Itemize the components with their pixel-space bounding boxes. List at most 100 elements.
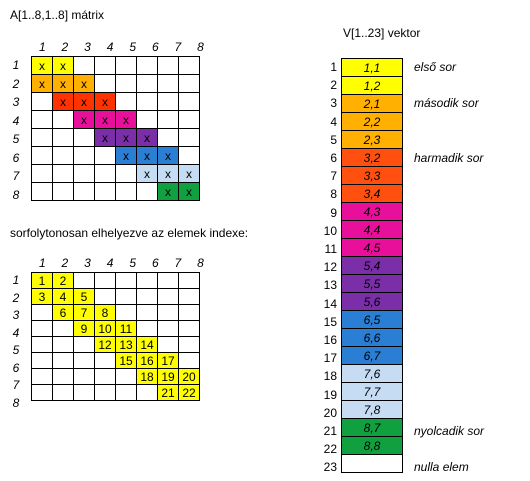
vector-cell: 1,2	[341, 76, 403, 95]
matrix-col-header: 6	[151, 40, 159, 54]
matrix-cell	[178, 128, 200, 147]
index-cell	[31, 320, 53, 337]
index-cell: 8	[94, 304, 116, 321]
matrix-row-header: 6	[12, 150, 20, 165]
matrix-cell: x	[157, 164, 179, 183]
matrix-row-header: 3	[12, 95, 20, 109]
index-col-header: 1	[38, 256, 46, 270]
vector-row: 4,3	[341, 202, 403, 221]
matrix-cell	[178, 56, 200, 75]
index-cell	[31, 368, 53, 385]
index-col-header: 2	[61, 256, 69, 270]
vector-row: 4,5	[341, 238, 403, 257]
matrix-cell	[136, 182, 158, 201]
vector-cell: 3,4	[341, 184, 403, 203]
matrix-cell	[73, 182, 95, 201]
matrix-cell: x	[94, 128, 116, 147]
index-grid: 1 2 3 4 5 6 7 8 9 10 11 12 13 14 15 16 17 18 19 20 21 22	[31, 272, 200, 401]
vector-index: 6	[330, 151, 337, 165]
matrix-cell: x	[73, 92, 95, 111]
matrix-cell	[115, 92, 137, 111]
index-cell	[157, 272, 179, 289]
index-cell: 6	[52, 304, 74, 321]
index-cell	[52, 320, 74, 337]
matrix-cell	[52, 110, 74, 129]
matrix-cell: x	[178, 182, 200, 201]
vector-index: 7	[330, 169, 337, 184]
matrix-cell	[94, 182, 116, 201]
vector-index: 13	[323, 278, 337, 293]
matrix-cell: x	[157, 182, 179, 201]
index-cell	[115, 272, 137, 289]
vector-cell: 7,6	[341, 364, 403, 383]
vector-cell: 4,4	[341, 220, 403, 239]
index-cell	[73, 336, 95, 353]
matrix-cell	[73, 56, 95, 75]
matrix-title: A[1..8,1..8] mátrix	[10, 8, 105, 22]
vector-index: 11	[324, 242, 337, 256]
index-cell: 20	[178, 368, 200, 385]
matrix-col-header: 8	[197, 40, 204, 54]
vector-cell: 7,7	[341, 382, 403, 401]
vector-v: 1,1 1,2 2,1 2,2 2,3 3,2 3,3 3,4 4,3 4,4 4,5 5,4 5,5 5…	[341, 58, 403, 473]
vector-row: 2,1	[341, 94, 403, 113]
index-col-header: 4	[106, 256, 114, 270]
vector-index: 14	[323, 296, 337, 311]
index-cell	[31, 304, 53, 321]
vector-cell	[341, 454, 403, 473]
vector-row: 7,8	[341, 400, 403, 419]
vector-cell: 2,2	[341, 112, 403, 131]
index-cell	[136, 320, 158, 337]
matrix-cell	[136, 110, 158, 129]
index-row: 15 16 17	[31, 352, 200, 369]
index-cell	[178, 288, 200, 305]
matrix-cell	[52, 146, 74, 165]
matrix-cell	[94, 164, 116, 183]
vector-row: 5,4	[341, 256, 403, 275]
index-cell	[178, 320, 200, 337]
vector-cell: 2,3	[341, 130, 403, 149]
index-cell	[52, 336, 74, 353]
index-cell	[157, 320, 179, 337]
index-cell	[73, 272, 95, 289]
matrix-cell: x	[115, 110, 137, 129]
index-cell	[31, 336, 53, 353]
index-cell	[115, 368, 137, 385]
vector-row: 7,7	[341, 382, 403, 401]
matrix-cell	[178, 110, 200, 129]
index-cell	[115, 288, 137, 305]
index-col-header: 5	[129, 256, 137, 270]
matrix-cell: x	[136, 128, 158, 147]
vector-note: nulla elem	[414, 460, 469, 475]
vector-index: 18	[323, 369, 337, 384]
matrix-cell	[73, 164, 95, 183]
vector-row: 2,2	[341, 112, 403, 131]
index-cell	[136, 272, 158, 289]
vector-row: 3,3	[341, 166, 403, 185]
matrix-cell: x	[178, 164, 200, 183]
index-row-header: 1	[12, 273, 20, 287]
index-cell: 10	[94, 320, 116, 337]
index-cell	[157, 336, 179, 353]
vector-cell: 5,5	[341, 274, 403, 293]
vector-index: 4	[330, 114, 337, 129]
vector-cell: 8,8	[341, 436, 403, 455]
matrix-row-header: 5	[12, 132, 20, 146]
index-cell: 1	[31, 272, 53, 289]
vector-cell: 4,5	[341, 238, 403, 257]
index-cell: 5	[73, 288, 95, 305]
vector-row: 8,8	[341, 436, 403, 455]
index-cell	[31, 352, 53, 369]
matrix-cell: x	[136, 164, 158, 183]
vector-index: 22	[323, 442, 337, 457]
index-cell	[157, 288, 179, 305]
matrix-cell	[31, 164, 53, 183]
matrix-cell	[94, 146, 116, 165]
index-cell	[178, 336, 200, 353]
